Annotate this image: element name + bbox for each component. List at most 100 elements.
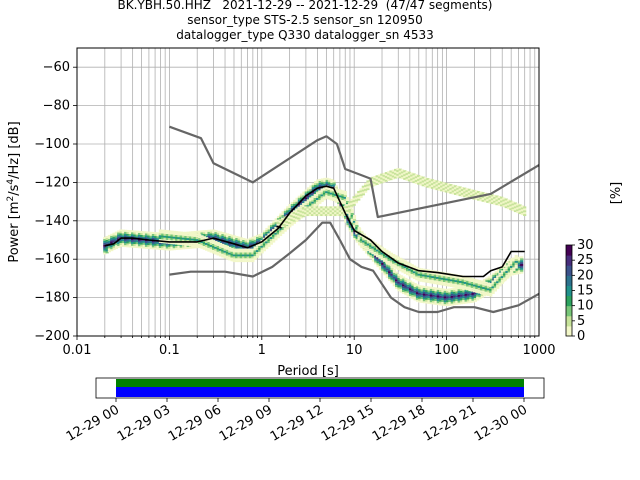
density-cell [214, 239, 218, 242]
density-cell [343, 192, 347, 195]
density-cell [354, 197, 359, 200]
density-cell [279, 215, 283, 218]
density-cell [211, 241, 216, 244]
density-cell [399, 261, 403, 264]
density-cell [436, 297, 440, 300]
density-cell [299, 204, 303, 207]
density-cell [242, 239, 246, 242]
density-cell [316, 188, 320, 191]
density-cell [355, 228, 359, 231]
density-cell [523, 210, 527, 213]
density-cell [357, 236, 361, 239]
density-cell [265, 239, 269, 242]
density-cell [457, 296, 461, 299]
density-cell [380, 252, 384, 255]
density-cell [376, 263, 380, 266]
density-cell [149, 245, 153, 248]
density-cell [165, 241, 169, 244]
density-cell [124, 243, 128, 246]
density-cell [509, 204, 513, 207]
density-cell [237, 252, 241, 255]
density-cell [272, 226, 276, 229]
density-cell [209, 235, 213, 238]
density-cell [168, 234, 172, 237]
density-cell [495, 201, 499, 204]
density-cell [412, 269, 417, 272]
density-cell [287, 216, 292, 219]
density-cell [151, 231, 156, 234]
density-cell [469, 297, 473, 300]
density-cell [503, 273, 507, 276]
density-cell [377, 182, 382, 185]
density-cell [341, 214, 345, 217]
density-cell [355, 226, 359, 229]
density-cell [504, 204, 508, 207]
density-cell [426, 179, 430, 182]
density-cell [205, 241, 209, 244]
density-cell [144, 244, 149, 247]
density-cell [140, 242, 144, 245]
density-cell [502, 201, 506, 204]
density-cell [448, 290, 452, 293]
density-cell [408, 274, 412, 277]
density-cell [297, 211, 301, 214]
density-cell [398, 172, 402, 175]
density-cell [396, 258, 400, 261]
density-cell [426, 269, 431, 272]
density-cell [413, 286, 417, 289]
density-cell [366, 180, 370, 183]
density-cell [459, 292, 464, 295]
density-cell [385, 266, 389, 269]
density-cell [209, 241, 213, 244]
density-cell [306, 201, 310, 204]
density-cell [361, 193, 365, 196]
density-cell [255, 255, 260, 258]
density-cell [323, 179, 327, 182]
density-cell [433, 181, 437, 184]
density-cell [406, 271, 410, 274]
density-cell [465, 190, 469, 193]
density-cell [144, 231, 149, 234]
density-cell [517, 262, 521, 265]
density-cell [461, 279, 465, 282]
density-cell [454, 280, 458, 283]
density-cell [443, 288, 447, 291]
density-cell [195, 237, 200, 240]
density-cell [324, 210, 329, 213]
density-cell [479, 286, 484, 289]
density-cell [112, 232, 116, 235]
density-cell [376, 265, 380, 268]
time-tick-label: 12-29 21 [421, 402, 479, 444]
density-cell [320, 196, 324, 199]
colorbar-tick-label: 25 [577, 253, 594, 268]
density-cell [212, 239, 216, 242]
density-cell [423, 183, 428, 186]
density-cell [133, 236, 137, 239]
density-cell [193, 246, 197, 249]
density-cell [505, 276, 509, 279]
density-cell [384, 177, 388, 180]
density-cell [121, 239, 125, 242]
density-cell [200, 235, 204, 238]
density-cell [474, 192, 478, 195]
density-cell [388, 276, 392, 279]
density-cell [364, 251, 369, 254]
density-cell [385, 255, 389, 258]
density-cell [128, 239, 132, 242]
density-cell [417, 180, 421, 183]
density-cell [274, 222, 278, 225]
density-cell [504, 206, 508, 209]
density-cell [290, 216, 294, 219]
density-cell [403, 269, 407, 272]
density-cell [179, 231, 183, 234]
density-cell [497, 203, 501, 206]
density-cell [422, 278, 426, 281]
density-cell [418, 290, 422, 293]
density-cell [332, 184, 336, 187]
density-cell [311, 206, 315, 209]
density-cell [516, 205, 520, 208]
density-cell [471, 292, 475, 295]
density-cell [239, 260, 243, 263]
density-cell [361, 189, 365, 192]
density-cell [382, 255, 387, 258]
